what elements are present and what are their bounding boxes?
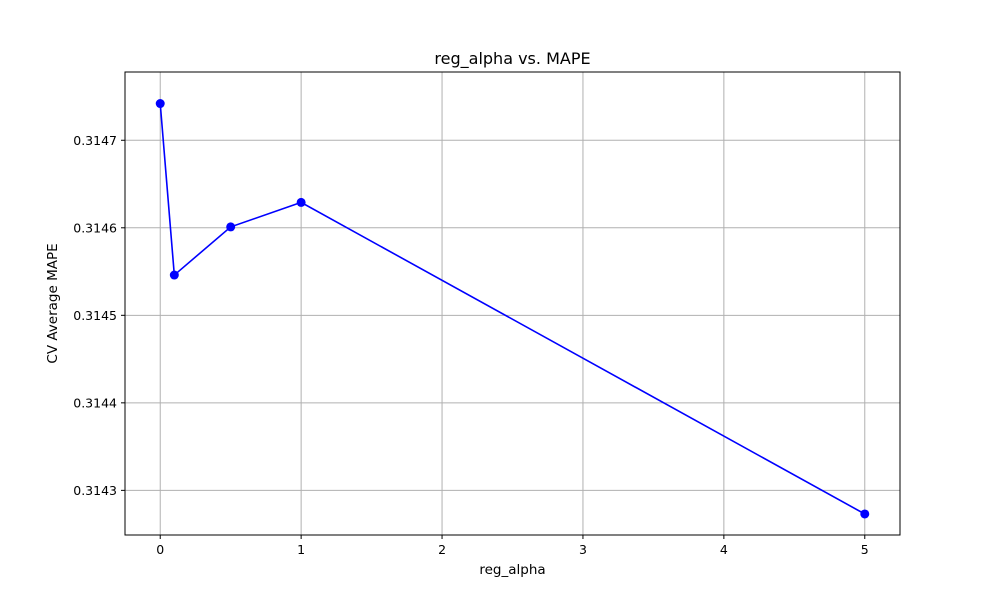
x-tick-label: 0 xyxy=(156,542,164,557)
data-point xyxy=(296,197,306,207)
y-tick-label: 0.3143 xyxy=(73,483,117,498)
y-tick-label: 0.3147 xyxy=(73,133,117,148)
x-tick-label: 3 xyxy=(579,542,587,557)
grid xyxy=(125,72,900,535)
data-point xyxy=(860,509,870,519)
y-tick-label: 0.3144 xyxy=(73,395,117,410)
x-axis-label: reg_alpha xyxy=(479,562,545,578)
data-point xyxy=(226,222,236,232)
y-tick-label: 0.3146 xyxy=(73,220,117,235)
data-point xyxy=(169,270,179,280)
x-tick-label: 1 xyxy=(297,542,305,557)
data-point xyxy=(155,99,165,109)
y-axis-label: CV Average MAPE xyxy=(45,243,61,363)
plot-frame xyxy=(124,71,901,536)
y-tick-label: 0.3145 xyxy=(73,308,117,323)
x-tick-label: 4 xyxy=(720,542,728,557)
series-layer xyxy=(155,99,870,519)
chart-title: reg_alpha vs. MAPE xyxy=(434,49,590,69)
ticks-layer: 0 1 2 3 4 5 0.3143 0.3144 0.3145 0.3146 0.3147 xyxy=(73,133,868,557)
x-tick-label: 5 xyxy=(861,542,869,557)
x-tick-label: 2 xyxy=(438,542,446,557)
